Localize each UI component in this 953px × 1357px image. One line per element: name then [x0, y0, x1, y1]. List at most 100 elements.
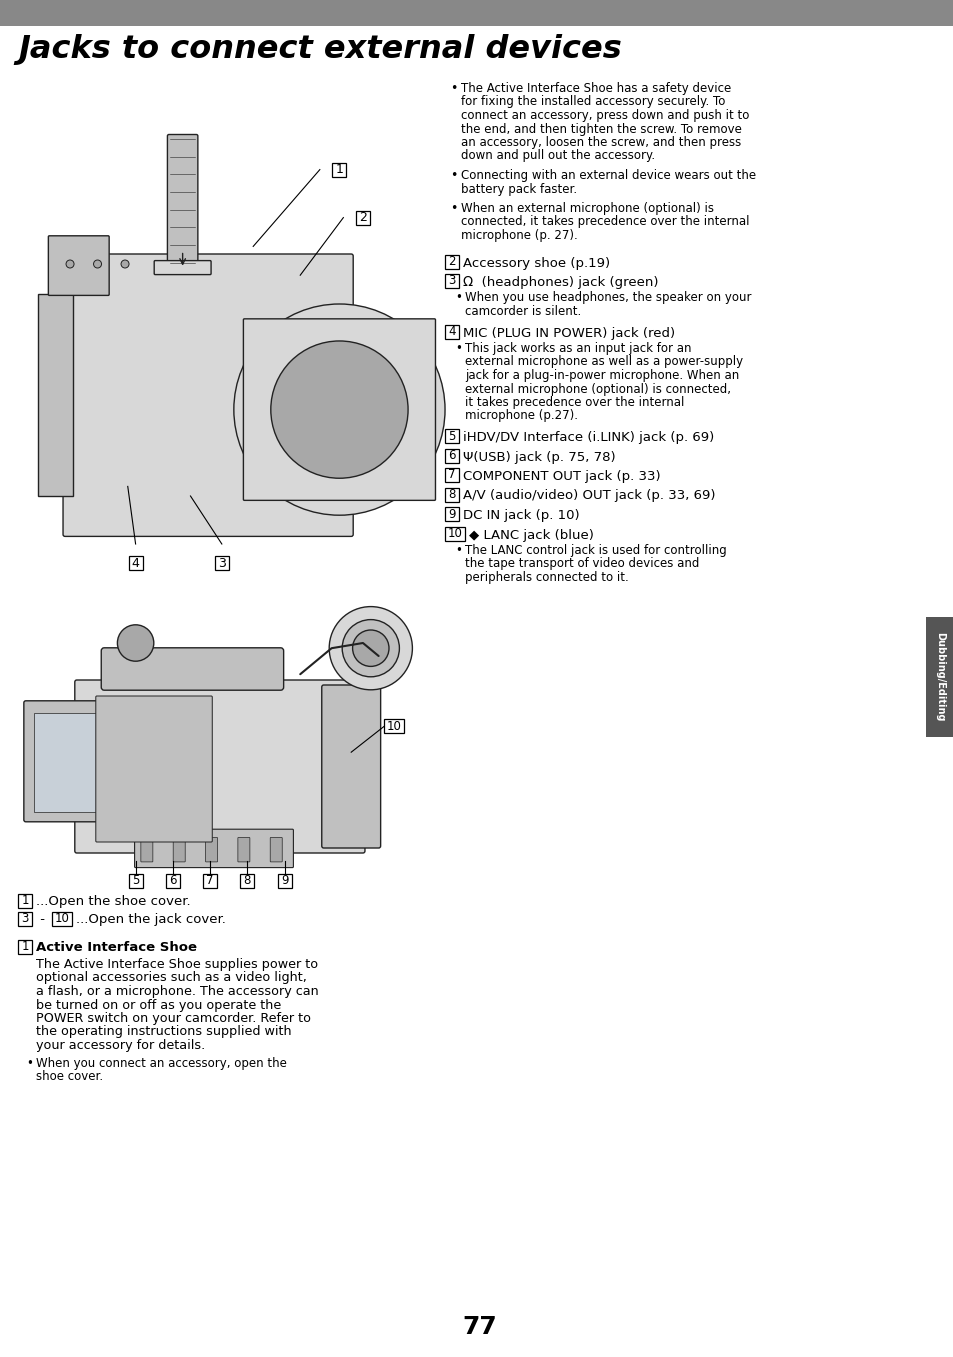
- FancyBboxPatch shape: [240, 874, 254, 887]
- Text: •: •: [455, 342, 461, 356]
- Text: 77: 77: [462, 1315, 497, 1339]
- FancyBboxPatch shape: [134, 829, 294, 867]
- Text: The Active Interface Shoe has a safety device: The Active Interface Shoe has a safety d…: [460, 81, 731, 95]
- Text: When you use headphones, the speaker on your: When you use headphones, the speaker on …: [464, 292, 751, 304]
- FancyBboxPatch shape: [444, 324, 458, 338]
- Bar: [0, 0, 953, 26]
- FancyBboxPatch shape: [444, 487, 458, 502]
- Text: Connecting with an external device wears out the: Connecting with an external device wears…: [460, 170, 756, 182]
- FancyBboxPatch shape: [167, 134, 197, 267]
- Text: Active Interface Shoe: Active Interface Shoe: [36, 940, 196, 954]
- Text: DC IN jack (p. 10): DC IN jack (p. 10): [462, 509, 579, 522]
- FancyBboxPatch shape: [18, 940, 32, 954]
- FancyBboxPatch shape: [63, 254, 353, 536]
- Text: 1: 1: [335, 163, 343, 176]
- Text: connect an accessory, press down and push it to: connect an accessory, press down and pus…: [460, 109, 749, 122]
- Text: ...Open the shoe cover.: ...Open the shoe cover.: [36, 896, 191, 908]
- FancyBboxPatch shape: [355, 210, 370, 225]
- Text: A/V (audio/video) OUT jack (p. 33, 69): A/V (audio/video) OUT jack (p. 33, 69): [462, 490, 715, 502]
- Text: Jacks to connect external devices: Jacks to connect external devices: [18, 34, 621, 65]
- FancyBboxPatch shape: [101, 647, 283, 691]
- Text: connected, it takes precedence over the internal: connected, it takes precedence over the …: [460, 216, 749, 228]
- Text: microphone (p.27).: microphone (p.27).: [464, 410, 578, 422]
- Text: When an external microphone (optional) is: When an external microphone (optional) i…: [460, 202, 713, 214]
- Text: •: •: [455, 292, 461, 304]
- Text: optional accessories such as a video light,: optional accessories such as a video lig…: [36, 972, 307, 984]
- Text: COMPONENT OUT jack (p. 33): COMPONENT OUT jack (p. 33): [462, 470, 659, 483]
- FancyBboxPatch shape: [154, 261, 211, 274]
- FancyBboxPatch shape: [173, 837, 185, 862]
- Circle shape: [233, 304, 444, 516]
- Text: 3: 3: [448, 274, 456, 288]
- Text: 2: 2: [358, 212, 367, 224]
- Text: ◆ LANC jack (blue): ◆ LANC jack (blue): [469, 528, 594, 541]
- FancyBboxPatch shape: [52, 912, 71, 925]
- Text: an accessory, loosen the screw, and then press: an accessory, loosen the screw, and then…: [460, 136, 740, 149]
- Circle shape: [66, 261, 74, 267]
- Text: iHDV/DV Interface (i.LINK) jack (p. 69): iHDV/DV Interface (i.LINK) jack (p. 69): [462, 432, 714, 444]
- Circle shape: [93, 261, 101, 267]
- Text: the operating instructions supplied with: the operating instructions supplied with: [36, 1026, 292, 1038]
- Circle shape: [353, 630, 389, 666]
- Text: the tape transport of video devices and: the tape transport of video devices and: [464, 558, 699, 570]
- Text: This jack works as an input jack for an: This jack works as an input jack for an: [464, 342, 691, 356]
- Text: battery pack faster.: battery pack faster.: [460, 182, 577, 195]
- Text: The Active Interface Shoe supplies power to: The Active Interface Shoe supplies power…: [36, 958, 317, 972]
- Text: MIC (PLUG IN POWER) jack (red): MIC (PLUG IN POWER) jack (red): [462, 327, 675, 339]
- Circle shape: [271, 341, 408, 478]
- FancyBboxPatch shape: [321, 685, 380, 848]
- Text: 9: 9: [448, 508, 456, 521]
- FancyBboxPatch shape: [18, 912, 32, 925]
- Text: •: •: [455, 544, 461, 556]
- Text: •: •: [26, 1057, 32, 1069]
- FancyBboxPatch shape: [384, 719, 404, 733]
- FancyBboxPatch shape: [444, 508, 458, 521]
- FancyBboxPatch shape: [444, 255, 458, 269]
- Text: for fixing the installed accessory securely. To: for fixing the installed accessory secur…: [460, 95, 724, 109]
- Circle shape: [117, 624, 153, 661]
- Text: a flash, or a microphone. The accessory can: a flash, or a microphone. The accessory …: [36, 985, 318, 997]
- Text: 10: 10: [387, 719, 401, 733]
- FancyBboxPatch shape: [444, 274, 458, 288]
- FancyBboxPatch shape: [270, 837, 282, 862]
- Circle shape: [260, 330, 418, 489]
- Text: jack for a plug-in-power microphone. When an: jack for a plug-in-power microphone. Whe…: [464, 369, 739, 383]
- FancyBboxPatch shape: [129, 874, 142, 887]
- FancyBboxPatch shape: [332, 163, 346, 176]
- FancyBboxPatch shape: [205, 837, 217, 862]
- Text: the end, and then tighten the screw. To remove: the end, and then tighten the screw. To …: [460, 122, 741, 136]
- Text: 10: 10: [447, 527, 462, 540]
- Text: 6: 6: [169, 874, 176, 887]
- Text: external microphone (optional) is connected,: external microphone (optional) is connec…: [464, 383, 730, 395]
- Text: 8: 8: [448, 489, 456, 501]
- Text: 10: 10: [54, 912, 70, 925]
- Text: 7: 7: [206, 874, 213, 887]
- FancyBboxPatch shape: [203, 874, 217, 887]
- Text: 4: 4: [132, 556, 139, 570]
- Text: When you connect an accessory, open the: When you connect an accessory, open the: [36, 1057, 287, 1069]
- FancyBboxPatch shape: [444, 429, 458, 442]
- Text: 3: 3: [217, 556, 226, 570]
- Text: 8: 8: [243, 874, 251, 887]
- FancyBboxPatch shape: [129, 556, 142, 570]
- Text: 1: 1: [21, 940, 29, 954]
- FancyBboxPatch shape: [237, 837, 250, 862]
- Text: Accessory shoe (p.19): Accessory shoe (p.19): [462, 256, 610, 270]
- Text: 6: 6: [448, 449, 456, 461]
- FancyBboxPatch shape: [166, 874, 180, 887]
- Text: Dubbing/Editing: Dubbing/Editing: [934, 632, 944, 722]
- Text: your accessory for details.: your accessory for details.: [36, 1039, 205, 1052]
- FancyBboxPatch shape: [444, 468, 458, 482]
- FancyBboxPatch shape: [444, 449, 458, 463]
- Text: •: •: [450, 202, 456, 214]
- FancyBboxPatch shape: [243, 319, 435, 501]
- FancyBboxPatch shape: [95, 696, 212, 841]
- Text: Ψ(USB) jack (p. 75, 78): Ψ(USB) jack (p. 75, 78): [462, 451, 615, 464]
- FancyBboxPatch shape: [444, 527, 464, 540]
- FancyBboxPatch shape: [49, 236, 109, 296]
- Text: •: •: [450, 81, 456, 95]
- Text: 4: 4: [448, 324, 456, 338]
- FancyBboxPatch shape: [141, 837, 152, 862]
- Bar: [925, 617, 953, 737]
- Text: down and pull out the accessory.: down and pull out the accessory.: [460, 149, 655, 163]
